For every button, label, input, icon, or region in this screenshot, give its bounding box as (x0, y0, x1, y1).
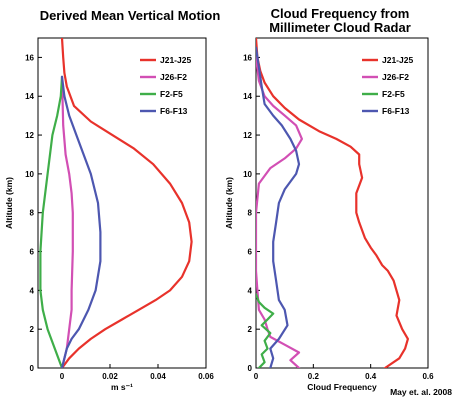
left-legend-label: F6-F13 (160, 106, 188, 116)
left-legend-label: J26-F2 (160, 72, 187, 82)
left-ytick-label: 2 (30, 325, 35, 334)
right-ytick-label: 2 (248, 325, 253, 334)
left-chart-plot: 0 2 4 6 8 10 12 14 16 0 0.02 0.04 0.06 Altitude (km) m… (4, 37, 214, 392)
right-series-line-f6-f13 (256, 46, 301, 368)
right-ylabel: Altitude (km) (224, 177, 234, 229)
right-chart-title-line-2: Millimeter Cloud Radar (269, 20, 411, 35)
right-xtick-label: 0.2 (308, 372, 320, 381)
left-xtick-label: 0.02 (102, 372, 118, 381)
right-ytick-label: 0 (248, 364, 253, 373)
right-xtick-label: 0.6 (422, 372, 434, 381)
right-series-line-j21-j25 (256, 38, 409, 368)
left-xlabel: m s⁻¹ (111, 382, 133, 392)
left-series-line-f6-f13 (60, 75, 102, 368)
right-xtick-label: 0.4 (365, 372, 377, 381)
right-plot-frame (255, 37, 429, 369)
right-legend-label: J26-F2 (382, 72, 409, 82)
right-ytick-label: 8 (248, 209, 253, 218)
left-ytick-label: 16 (25, 53, 34, 62)
left-series-line-j21-j25 (60, 38, 193, 368)
left-ytick-label: 12 (25, 131, 34, 140)
left-ytick-label: 6 (30, 248, 35, 257)
left-ytick-label: 8 (30, 209, 35, 218)
credit-text: May et. al. 2008 (390, 387, 452, 397)
right-chart-plot: 0 2 4 6 8 10 12 14 16 0 0.2 0.4 0.6 Altitude (km) Clou… (224, 37, 434, 392)
right-legend-label: F2-F5 (382, 89, 405, 99)
left-plot-frame (37, 37, 207, 369)
left-chart-title: Derived Mean Vertical Motion (40, 8, 221, 23)
left-xtick-label: 0.06 (198, 372, 214, 381)
right-ytick-label: 14 (243, 92, 252, 101)
right-xtick-label: 0 (254, 372, 259, 381)
left-ytick-label: 4 (30, 286, 35, 295)
left-ytick-label: 14 (25, 92, 34, 101)
right-legend-label: J21-J25 (382, 55, 413, 65)
right-ytick-label: 4 (248, 286, 253, 295)
left-legend-label: F2-F5 (160, 89, 183, 99)
right-legend-label: F6-F13 (382, 106, 410, 116)
left-xtick-label: 0 (60, 372, 65, 381)
right-ytick-label: 6 (248, 248, 253, 257)
right-series-line-f2-f5 (256, 293, 275, 368)
left-ytick-label: 0 (30, 364, 35, 373)
right-chart-title-line-1: Cloud Frequency from (271, 6, 410, 21)
right-xlabel: Cloud Frequency (307, 382, 377, 392)
right-series-line-j26-f2 (256, 56, 303, 368)
left-ylabel: Altitude (km) (4, 177, 14, 229)
left-legend-label: J21-J25 (160, 55, 191, 65)
right-ytick-label: 10 (243, 170, 252, 179)
left-series-line-f2-f5 (39, 75, 64, 368)
right-ytick-label: 16 (243, 53, 252, 62)
left-series-line-j26-f2 (60, 75, 74, 368)
left-xtick-label: 0.04 (150, 372, 166, 381)
left-ytick-label: 10 (25, 170, 34, 179)
right-ytick-label: 12 (243, 131, 252, 140)
